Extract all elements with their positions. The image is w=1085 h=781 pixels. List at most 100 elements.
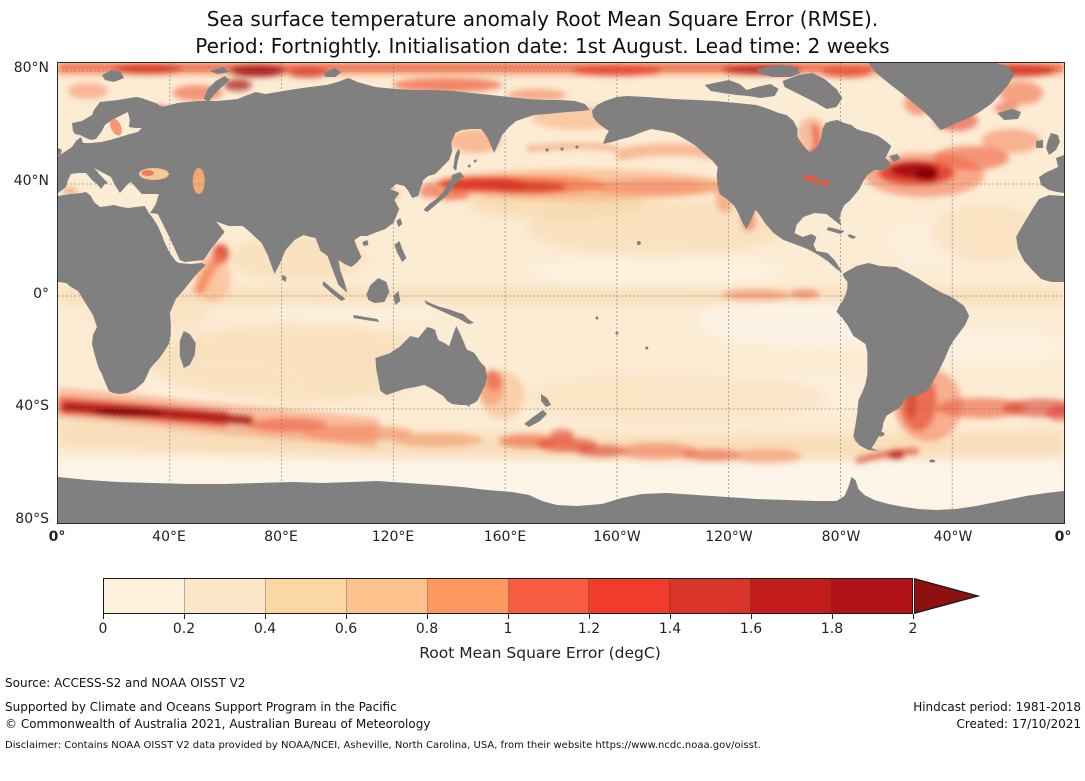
colorbar-cell xyxy=(427,579,509,613)
land-masses xyxy=(58,63,1064,523)
land-pacific-island-2 xyxy=(645,346,649,350)
footer-disclaimer: Disclaimer: Contains NOAA OISST V2 data … xyxy=(5,740,761,751)
figure-title-line1: Sea surface temperature anomaly Root Mea… xyxy=(206,7,879,31)
colorbar-arrow xyxy=(914,578,980,614)
colorbar-tickmark xyxy=(184,614,185,619)
colorbar-tick-12: 1.2 xyxy=(577,621,601,637)
colorbar xyxy=(103,578,913,614)
figure-title-line2: Period: Fortnightly. Initialisation date… xyxy=(195,34,890,58)
colorbar-label: Root Mean Square Error (degC) xyxy=(419,644,661,662)
land-pacific-island-1 xyxy=(615,331,619,335)
colorbar-tick-08: 0.8 xyxy=(415,621,439,637)
colorbar-tickmark xyxy=(346,614,347,619)
colorbar-tick-0: 0 xyxy=(98,621,108,637)
world-map-panel xyxy=(57,62,1065,524)
xtick-80w: 80°W xyxy=(821,529,861,545)
figure-title: Sea surface temperature anomaly Root Mea… xyxy=(0,6,1085,60)
land-madagascar xyxy=(179,331,196,368)
xtick-40e: 40°E xyxy=(152,529,186,545)
land-taiwan xyxy=(396,218,403,227)
land-sulawesi xyxy=(393,291,401,305)
land-west-africa-right-edge xyxy=(1016,195,1064,282)
colorbar-tick-2: 2 xyxy=(908,621,918,637)
xtick-120e: 120°E xyxy=(371,529,415,545)
colorbar-tickmark xyxy=(832,614,833,619)
colorbar-cell xyxy=(670,579,752,613)
footer-hindcast-period: Hindcast period: 1981-2018 xyxy=(913,700,1081,714)
colorbar-cell xyxy=(346,579,428,613)
colorbar-tick-04: 0.4 xyxy=(253,621,277,637)
land-eurasia xyxy=(58,78,590,293)
ytick-40s: 40°S xyxy=(15,398,49,414)
land-hainan xyxy=(362,240,369,246)
colorbar-tick-1: 1 xyxy=(503,621,513,637)
xtick-40w: 40°W xyxy=(933,529,973,545)
ytick-80n: 80°N xyxy=(13,60,49,76)
colorbar-tickmark xyxy=(103,614,104,619)
colorbar-tickmark xyxy=(427,614,428,619)
colorbar-cell xyxy=(589,579,671,613)
great-lake-1 xyxy=(803,175,814,181)
baltic-bothnia-spot xyxy=(109,118,122,136)
land-svalbard xyxy=(101,70,124,82)
land-australia xyxy=(375,326,488,405)
land-java xyxy=(353,315,380,322)
colorbar-tickmark xyxy=(670,614,671,619)
land-greenland xyxy=(868,63,1015,130)
land-falkland-islands xyxy=(876,431,885,437)
graticule xyxy=(58,63,1064,523)
land-new-zealand-south xyxy=(524,410,548,427)
land-great-britain xyxy=(1046,133,1061,155)
land-ireland xyxy=(1036,140,1044,148)
colorbar-tick-14: 1.4 xyxy=(658,621,682,637)
land-new-zealand-north xyxy=(541,394,552,407)
footer-supported: Supported by Climate and Oceans Support … xyxy=(5,700,397,714)
land-tasmania xyxy=(463,399,472,407)
land-japan xyxy=(423,174,464,212)
land-hokkaido xyxy=(451,172,465,181)
land-england-left-sliver xyxy=(58,148,62,155)
land-newfoundland xyxy=(889,154,901,162)
ytick-40n: 40°N xyxy=(13,173,49,189)
land-sumatra xyxy=(322,281,346,301)
footer-created-date: Created: 17/10/2021 xyxy=(956,717,1081,731)
land-new-guinea xyxy=(424,300,475,324)
land-aleutian-1 xyxy=(575,145,579,149)
colorbar-tickmark xyxy=(751,614,752,619)
xtick-0e: 0° xyxy=(48,529,66,545)
land-banks-victoria-islands xyxy=(704,80,779,98)
colorbar-cell xyxy=(508,579,590,613)
colorbar-cell xyxy=(104,579,185,613)
land-sakhalin xyxy=(453,149,461,171)
caspian-sea xyxy=(192,168,205,194)
colorbar-tick-06: 0.6 xyxy=(334,621,358,637)
colorbar-tick-02: 0.2 xyxy=(172,621,196,637)
xtick-80e: 80°E xyxy=(264,529,298,545)
footer-copyright: © Commonwealth of Australia 2021, Austra… xyxy=(5,717,431,731)
land-pacific-island-3 xyxy=(595,316,599,320)
ytick-80s: 80°S xyxy=(15,511,49,527)
land-borneo xyxy=(366,278,390,303)
land-kuril-2 xyxy=(473,159,477,163)
land-severnaya-zemlya xyxy=(323,68,342,77)
colorbar-cell xyxy=(265,579,347,613)
land-hispaniola xyxy=(847,234,857,239)
xtick-0w: 0° xyxy=(1054,529,1072,545)
inland-seas xyxy=(109,118,830,194)
land-hawaii xyxy=(636,241,641,245)
land-antarctica xyxy=(58,477,1064,523)
ytick-0: 0° xyxy=(33,286,49,302)
land-south-america xyxy=(836,263,970,451)
great-lake-2 xyxy=(811,178,822,184)
land-kuril-1 xyxy=(467,164,471,168)
land-iberia-france-right-edge xyxy=(1039,155,1064,193)
colorbar-cell xyxy=(751,579,833,613)
colorbar-tick-16: 1.6 xyxy=(739,621,763,637)
colorbar-cell xyxy=(832,579,913,613)
footer-source: Source: ACCESS-S2 and NOAA OISST V2 xyxy=(5,676,246,690)
colorbar-cell xyxy=(184,579,266,613)
colorbar-tick-18: 1.8 xyxy=(820,621,844,637)
black-sea-spot xyxy=(141,170,154,176)
land-franz-josef xyxy=(209,67,230,74)
land-cuba xyxy=(826,227,845,234)
